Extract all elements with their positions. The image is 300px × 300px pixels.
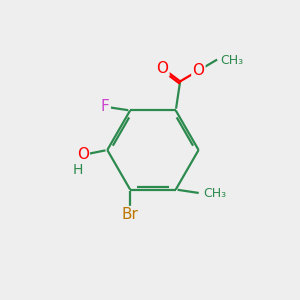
Text: F: F	[101, 99, 110, 114]
Text: CH₃: CH₃	[220, 54, 244, 67]
Text: O: O	[157, 61, 169, 76]
Text: O: O	[192, 63, 204, 78]
Text: CH₃: CH₃	[203, 187, 226, 200]
Text: H: H	[73, 164, 83, 177]
Text: O: O	[77, 147, 89, 162]
Text: Br: Br	[122, 207, 139, 222]
